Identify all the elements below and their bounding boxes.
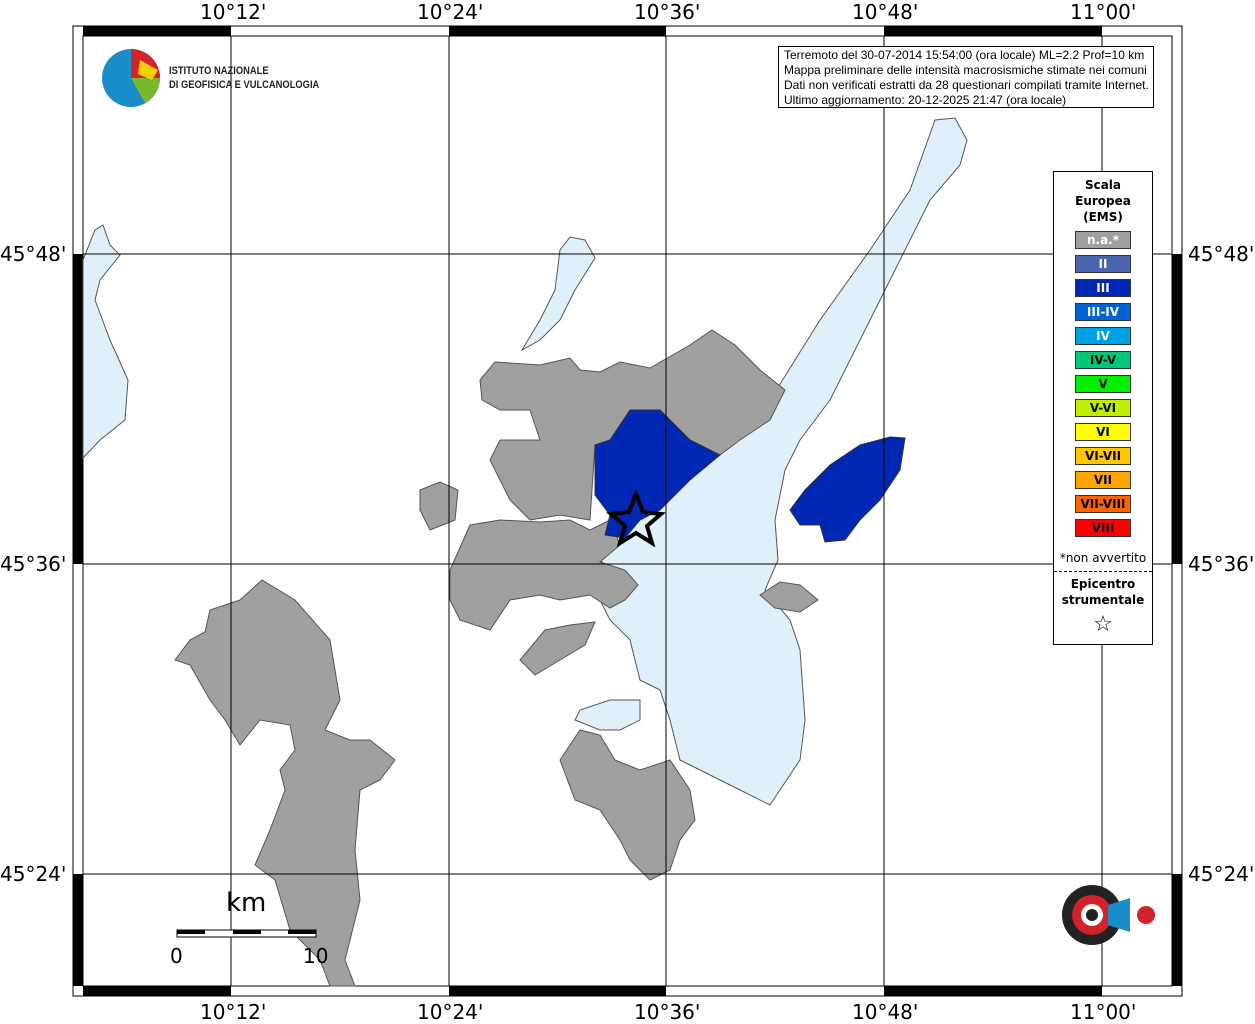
lat-tick-left: 45°48'	[0, 242, 67, 266]
epicenter-label-line: Epicentro	[1070, 577, 1136, 591]
legend-swatch: VIII	[1075, 519, 1131, 537]
legend-title-line: (EMS)	[1083, 210, 1123, 224]
legend-title-line: Scala	[1084, 178, 1122, 192]
lake-garda	[574, 117, 968, 806]
lon-tick-top: 10°24'	[417, 0, 484, 24]
lake-idro	[520, 236, 596, 352]
scale-start: 0	[170, 944, 183, 968]
ems-legend: Scala Europea (EMS) n.a.* II III III-IV IV IV…	[1053, 171, 1153, 645]
haisentito-logo-icon	[1062, 885, 1155, 945]
legend-swatch: VI	[1075, 423, 1131, 441]
data-note: Dati non verificati estratti da 28 quest…	[784, 78, 1149, 92]
legend-swatch: VII-VIII	[1075, 495, 1131, 513]
legend-swatch: III-IV	[1075, 303, 1131, 321]
lat-tick-left: 45°24'	[0, 862, 67, 886]
legend-swatch: VI-VII	[1075, 447, 1131, 465]
event-info-box: Terremoto del 30-07-2014 15:54:00 (ora l…	[778, 46, 1154, 108]
lon-tick-bottom: 10°12'	[200, 1000, 267, 1024]
scale-bar	[176, 929, 317, 938]
institute-line2: DI GEOFISICA E VULCANOLOGIA	[169, 79, 320, 91]
ingv-logo-icon	[102, 49, 160, 107]
lakes	[82, 117, 968, 806]
legend-swatch: II	[1075, 255, 1131, 273]
legend-swatch: IV-V	[1075, 351, 1131, 369]
legend-note: *non avvertito	[1059, 551, 1147, 565]
lon-tick-bottom: 10°48'	[852, 1000, 919, 1024]
municipalities-not-felt	[174, 329, 819, 987]
lat-tick-left: 45°36'	[0, 552, 67, 576]
lon-tick-bottom: 10°36'	[634, 1000, 701, 1024]
scale-unit: km	[226, 888, 267, 918]
lat-tick-right: 45°36'	[1188, 552, 1255, 576]
legend-swatches: n.a.* II III III-IV IV IV-V V V-VI VI VI-VII VII VI…	[1054, 231, 1152, 537]
epicenter-legend-star-icon: ☆	[1093, 612, 1113, 637]
legend-divider	[1054, 571, 1152, 572]
lon-tick-bottom: 10°24'	[417, 1000, 484, 1024]
legend-title: Scala Europea (EMS)	[1054, 177, 1152, 225]
event-summary: Terremoto del 30-07-2014 15:54:00 (ora l…	[784, 48, 1145, 62]
lon-tick-top: 11°00'	[1070, 0, 1137, 24]
legend-swatch: III	[1075, 279, 1131, 297]
epicenter-label: Epicentro strumentale	[1054, 576, 1152, 608]
lon-tick-top: 10°36'	[634, 0, 701, 24]
legend-swatch: VII	[1075, 471, 1131, 489]
municipalities-intensity-III	[594, 409, 906, 543]
legend-swatch: V-VI	[1075, 399, 1131, 417]
lat-tick-right: 45°24'	[1188, 862, 1255, 886]
lat-tick-right: 45°48'	[1188, 242, 1255, 266]
frame-border	[73, 26, 1182, 996]
scale-end: 10	[303, 944, 329, 968]
legend-swatch: n.a.*	[1075, 231, 1131, 249]
institute-name: ISTITUTO NAZIONALE DI GEOFISICA E VULCAN…	[169, 64, 319, 92]
lake-iseo	[82, 224, 129, 460]
lon-tick-bottom: 11°00'	[1070, 1000, 1137, 1024]
lon-tick-top: 10°12'	[200, 0, 267, 24]
lon-tick-top: 10°48'	[852, 0, 919, 24]
legend-swatch: IV	[1075, 327, 1131, 345]
last-update: Ultimo aggiornamento: 20-12-2025 21:47 (…	[784, 93, 1067, 107]
legend-title-line: Europea	[1075, 194, 1131, 208]
legend-swatch: V	[1075, 375, 1131, 393]
epicenter-label-line: strumentale	[1061, 593, 1145, 607]
map-description: Mappa preliminare delle intensità macros…	[784, 63, 1147, 77]
institute-line1: ISTITUTO NAZIONALE	[169, 65, 269, 77]
epicenter-star-icon	[606, 488, 666, 548]
